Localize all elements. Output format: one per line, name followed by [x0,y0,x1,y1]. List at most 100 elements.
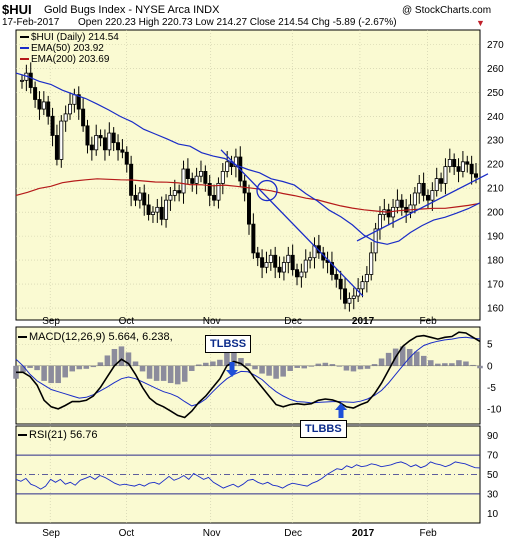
candle-body [434,178,439,191]
macd-tick-label: -5 [487,383,496,394]
candle-body [417,182,422,194]
candle-body [98,135,103,139]
index-name: Gold Bugs Index - NYSE Arca INDX [44,4,220,16]
candle-body [391,206,396,218]
macd-histogram-bar [62,365,68,378]
legend-rsi-swatch [18,434,27,437]
x-tick-label: 2017 [352,528,375,539]
candle-body [329,262,334,275]
candle-body [133,194,138,201]
price-tick-label: 260 [487,64,504,75]
macd-histogram-bar [294,365,300,368]
macd-histogram-bar [132,361,139,366]
macd-histogram-bar [167,365,174,384]
macd-histogram-bar [259,365,265,374]
candles [19,62,478,312]
candle-body [303,259,308,273]
candle-body [447,159,452,168]
macd-histogram-bar [203,362,209,366]
macd-histogram-bar [308,365,315,367]
candle-body [251,223,256,254]
ema50-line [15,72,481,245]
tlbss-arrow-icon-shaft [229,362,235,370]
macd-histogram-bar [139,365,146,372]
candle-body [59,120,64,160]
tlbss-arrow-icon-head [226,370,238,377]
candle-body [399,199,404,208]
candle-body [260,257,265,268]
x-tick-label: Nov [203,528,221,539]
tlbbs-callout: TLBBS [300,420,347,438]
macd-histogram-bar [34,365,40,371]
macd-histogram-bar [364,365,371,369]
candle-body [203,171,208,184]
candle-body [102,137,107,151]
price-tick-label: 240 [487,112,504,123]
down-marker-icon: ▼ [476,18,485,28]
x-tick-label: Dec [284,316,302,327]
candle-body [233,156,238,168]
x-tick-label: Feb [419,316,437,327]
x-tick-label: Oct [119,528,135,539]
price-tick-label: 250 [487,88,504,99]
macd-histogram-bar [329,364,336,366]
macd-histogram-bar [442,363,448,366]
macd-histogram-bar [118,346,125,366]
candle-body [111,132,116,144]
macd-histogram-bar [125,352,132,366]
candle-body [168,194,173,201]
candle-body [63,113,68,122]
candle-body [452,159,457,168]
ticker-symbol: $HUI [2,2,32,17]
macd-histogram-bar [385,352,392,366]
price-tick-label: 160 [487,304,504,315]
macd-tick-label: 0 [487,361,493,372]
macd-histogram-bar [449,363,455,366]
x-tick-label: Sep [42,316,60,327]
candle-body [338,278,343,290]
candle-body [246,192,251,225]
legend-ema50: EMA(50) 203.92 [20,43,104,54]
candle-body [207,182,212,196]
candle-body [412,192,417,206]
price-tick-label: 170 [487,280,504,291]
legend-ema200: EMA(200) 203.69 [20,54,109,65]
candle-body [281,262,286,273]
macd-histogram-bar [48,365,54,384]
candle-body [159,206,164,220]
candle-body [460,161,465,172]
macd-histogram-bar [69,365,76,372]
legend-macd-swatch [18,336,27,339]
macd-histogram-bar [55,365,61,384]
legend-ema200-swatch [20,58,29,61]
candle-body [172,190,177,196]
legend-rsi: RSI(21) 56.76 [18,429,97,441]
x-tick-label: Feb [419,528,437,539]
ema200-line [15,178,481,213]
macd-histogram-bar [104,355,111,366]
tlbbs-arrow-icon [335,403,347,418]
macd-tick-label: 5 [487,340,493,351]
macd-histogram-bar [399,346,406,366]
macd-histogram-bar [280,365,286,377]
candle-body [225,161,230,172]
candle-body [425,194,430,201]
candle-body [220,171,225,184]
x-tick-label: Dec [284,528,302,539]
candle-body [395,199,400,208]
macd-histogram-bar [252,365,258,370]
macd-histogram-bar [231,352,237,366]
candle-body [54,135,59,160]
candle-body [469,163,474,175]
macd-histogram-bar [336,365,343,367]
macd-histogram-bar [245,363,251,366]
candle-body [190,178,195,184]
legend-ema50-label: EMA(50) 203.92 [31,43,104,54]
candle-body [41,101,46,110]
candle-body [28,72,33,88]
price-tick-label: 270 [487,40,504,51]
legend-price-label: $HUI (Daily) 214.54 [31,32,119,43]
macd-histogram-bar [196,364,202,366]
candle-body [177,190,182,194]
macd-histogram-bar [146,365,153,379]
